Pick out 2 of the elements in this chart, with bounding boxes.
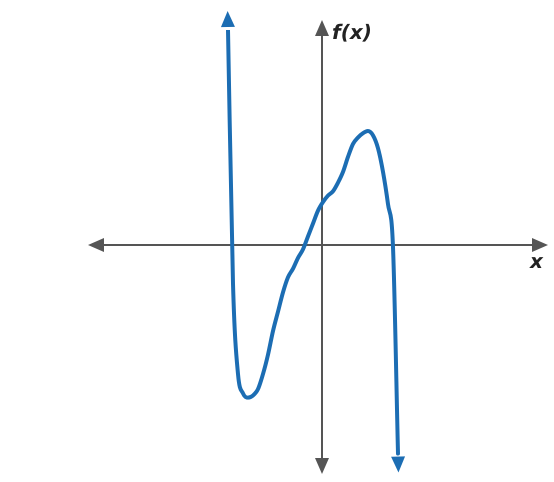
text: x — [529, 249, 544, 274]
y-axis-title: f(x) — [332, 20, 372, 44]
